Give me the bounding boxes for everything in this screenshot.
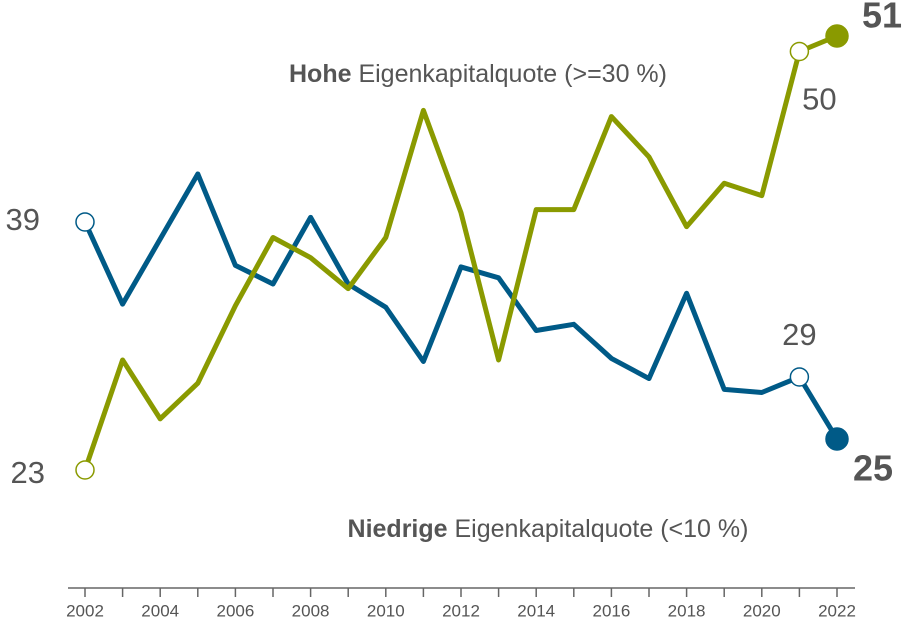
data-label: 51 (862, 0, 902, 36)
x-tick-label: 2004 (141, 601, 179, 620)
series-line (82, 33, 838, 471)
x-tick-label: 2022 (818, 601, 856, 620)
point-marker (75, 212, 95, 232)
point-marker (825, 24, 849, 48)
x-tick-label: 2018 (668, 601, 706, 620)
x-tick-label: 2012 (442, 601, 480, 620)
data-label: 23 (11, 455, 45, 490)
data-label: 25 (853, 448, 893, 489)
series-line (82, 171, 840, 441)
legend-label: Niedrige Eigenkapitalquote (<10 %) (348, 515, 749, 543)
data-label: 50 (802, 82, 836, 117)
x-tick-label: 2006 (216, 601, 254, 620)
x-tick-label: 2002 (66, 601, 104, 620)
x-tick-label: 2008 (292, 601, 330, 620)
x-tick-label: 2020 (743, 601, 781, 620)
point-marker (789, 41, 810, 62)
data-label: 29 (782, 317, 816, 352)
x-tick-label: 2014 (517, 601, 555, 620)
point-marker (75, 460, 95, 480)
data-label: 39 (6, 202, 40, 237)
legend-label: Hohe Eigenkapitalquote (>=30 %) (289, 60, 667, 88)
x-tick-label: 2016 (592, 601, 630, 620)
point-marker (825, 427, 849, 451)
x-tick-label: 2010 (367, 601, 405, 620)
point-marker (789, 367, 810, 387)
